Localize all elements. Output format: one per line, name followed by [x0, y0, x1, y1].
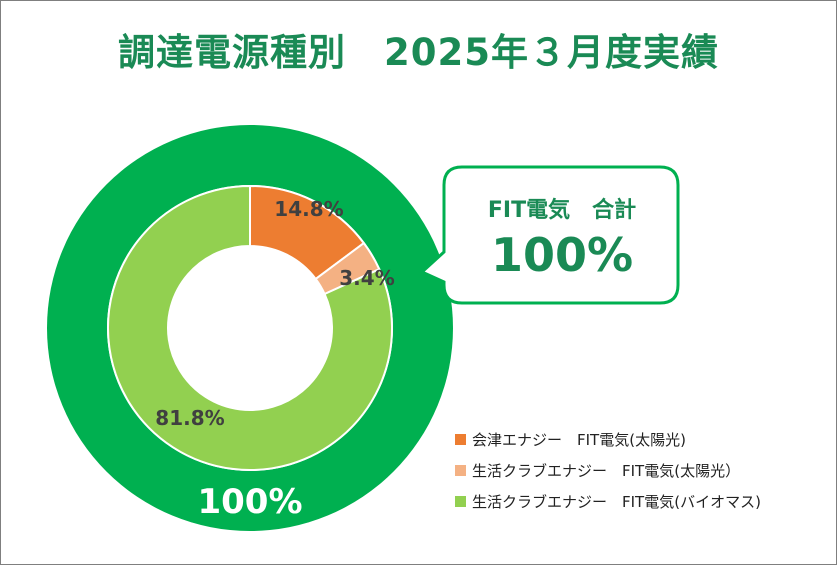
legend-item-seikatsu-solar: 生活クラブエナジー FIT電気(太陽光） [455, 455, 761, 486]
data-label: 81.8% [155, 406, 224, 430]
data-label: 14.8% [274, 197, 343, 221]
legend-label: 会津エナジー FIT電気(太陽光) [472, 431, 686, 449]
outer-ring-label: 100% [197, 482, 302, 522]
legend-swatch [455, 465, 466, 476]
legend-item-aizu-solar: 会津エナジー FIT電気(太陽光) [455, 424, 761, 455]
callout-bubble [419, 165, 680, 305]
callout-total-value: 100% [490, 228, 634, 282]
legend-label: 生活クラブエナジー FIT電気(太陽光） [472, 462, 741, 480]
legend-swatch [455, 496, 466, 507]
data-label: 3.4% [339, 266, 394, 290]
chart-title: 調達電源種別 2025年３月度実績 [118, 31, 719, 74]
legend: 会津エナジー FIT電気(太陽光) 生活クラブエナジー FIT電気(太陽光） 生… [455, 424, 761, 517]
donut-hole [168, 246, 332, 410]
legend-label: 生活クラブエナジー FIT電気(バイオマス) [472, 493, 761, 511]
legend-item-seikatsu-biomass: 生活クラブエナジー FIT電気(バイオマス) [455, 486, 761, 517]
callout-title: FIT電気 合計 [487, 198, 637, 223]
legend-swatch [455, 434, 466, 445]
